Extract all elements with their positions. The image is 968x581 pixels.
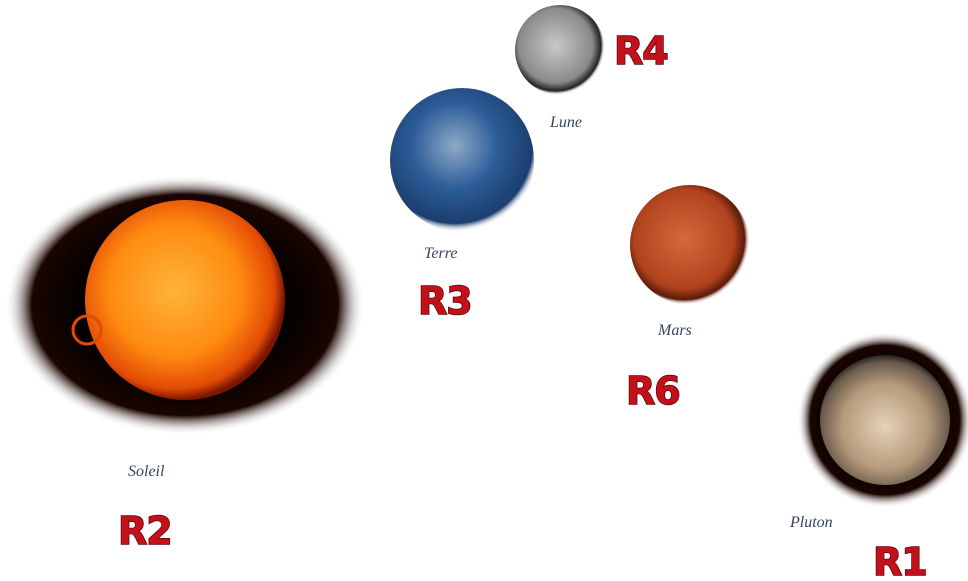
body-tag: R4: [614, 29, 668, 73]
mars-image: [630, 185, 750, 305]
body-name: Terre: [424, 245, 458, 262]
body-tag: R3: [418, 279, 472, 323]
body-name: Soleil: [128, 463, 165, 480]
moon-image: [515, 5, 605, 95]
body-name: Mars: [657, 322, 692, 339]
body-name: Pluton: [789, 514, 833, 531]
body-tag: R2: [118, 509, 172, 553]
scene: Soleil R2 Terre R3 Lune R4 Mars R6 Pluto…: [0, 0, 968, 581]
body-tag: R1: [873, 540, 927, 581]
body-name: Lune: [549, 114, 582, 131]
earth-image: [390, 88, 534, 232]
sun-image: [85, 200, 285, 400]
body-tag: R6: [626, 369, 680, 413]
pluto-image: [820, 355, 950, 485]
